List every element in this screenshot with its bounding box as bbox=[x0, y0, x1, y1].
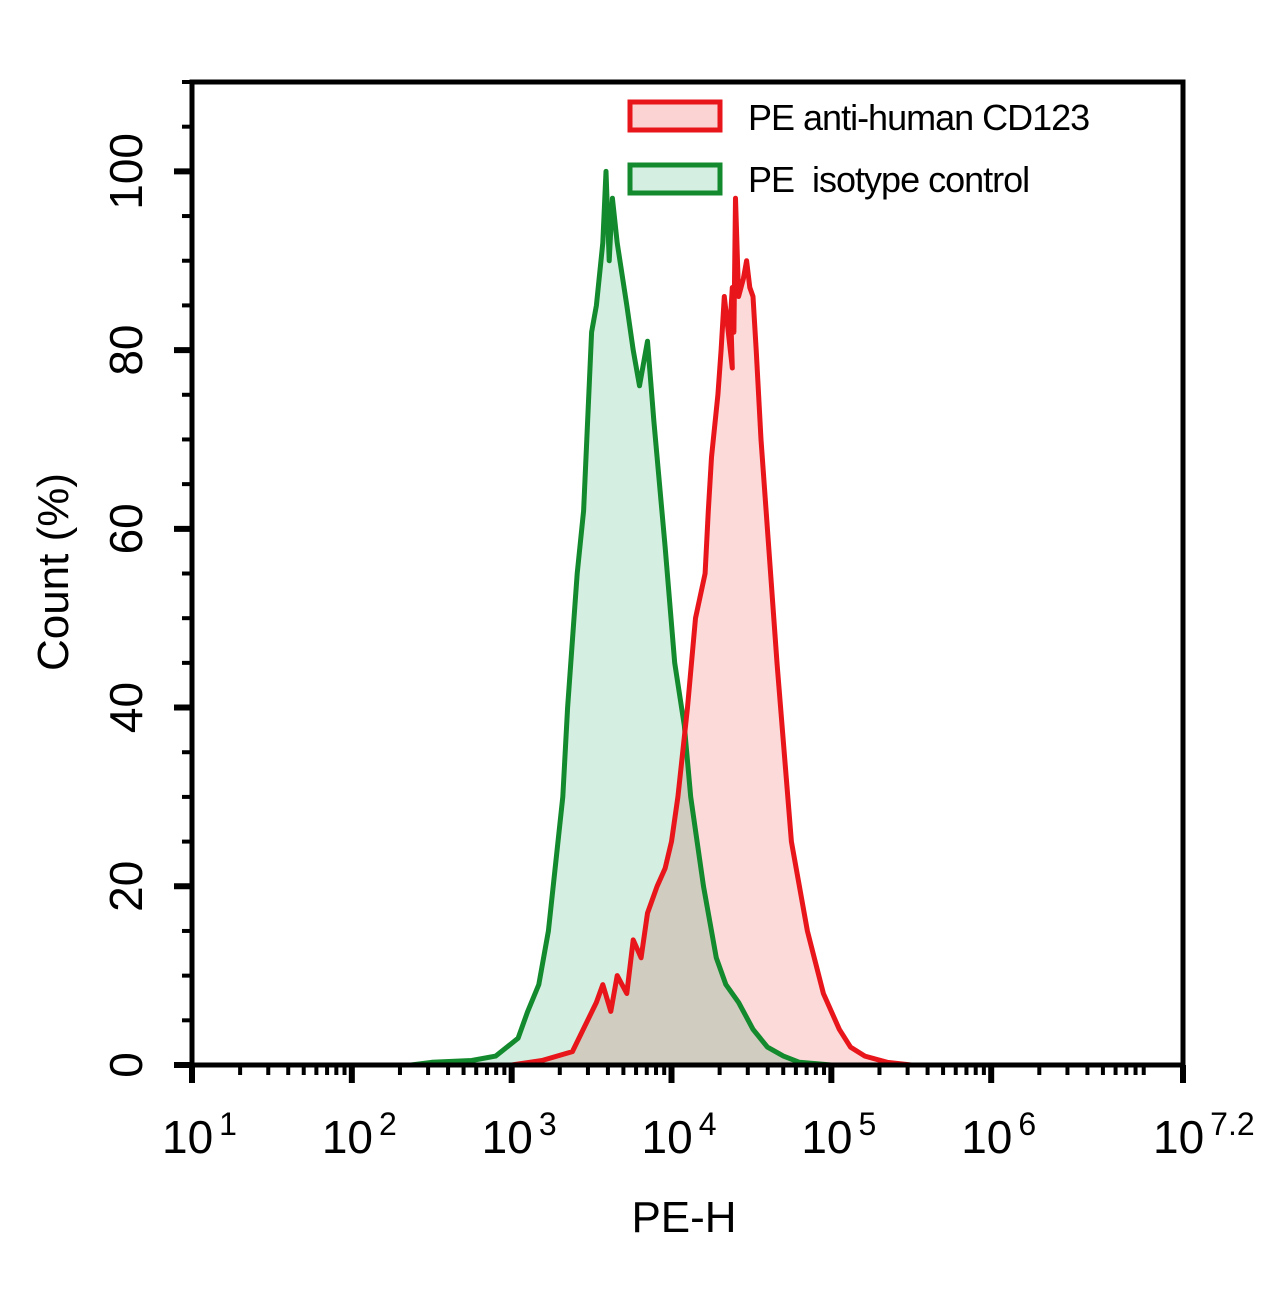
x-tick-label: 10 6 bbox=[961, 1106, 1036, 1163]
x-tick-label: 10 4 bbox=[642, 1106, 717, 1163]
y-tick-label: 40 bbox=[100, 682, 152, 733]
legend-label-cd123: PE anti-human CD123 bbox=[748, 97, 1089, 138]
legend-swatch-isotype bbox=[627, 162, 723, 196]
y-tick-label: 60 bbox=[100, 503, 152, 554]
y-tick-label: 80 bbox=[100, 325, 152, 376]
legend: PE anti-human CD123 PE isotype control bbox=[627, 97, 1090, 200]
x-tick-label: 10 1 bbox=[162, 1106, 237, 1163]
legend-swatch-cd123 bbox=[627, 99, 723, 133]
series-fill-cd123 bbox=[511, 198, 912, 1065]
x-axis: 10 1 10 2 10 3 10 4 10 5 10 6 10 7.2 bbox=[162, 1065, 1255, 1163]
series-line-cd123 bbox=[511, 195, 912, 1068]
y-axis-title: Count (%) bbox=[29, 473, 78, 671]
legend-item-cd123: PE anti-human CD123 bbox=[627, 97, 1090, 138]
y-tick-label: 100 bbox=[100, 133, 152, 210]
y-tick-label: 20 bbox=[100, 861, 152, 912]
series-layer bbox=[410, 168, 912, 1068]
x-axis-title: PE-H bbox=[631, 1193, 736, 1242]
x-tick-label: 10 7.2 bbox=[1153, 1106, 1255, 1163]
series-fill-isotype bbox=[411, 171, 832, 1065]
y-axis: 0 20 40 60 80 100 bbox=[100, 80, 192, 1078]
x-tick-label: 10 3 bbox=[482, 1106, 557, 1163]
x-tick-label: 10 2 bbox=[322, 1106, 397, 1163]
series-line-isotype bbox=[410, 168, 832, 1068]
x-tick-label: 10 5 bbox=[801, 1106, 876, 1163]
y-tick-label: 0 bbox=[100, 1052, 152, 1078]
legend-item-isotype: PE isotype control bbox=[627, 159, 1030, 200]
legend-label-isotype: PE isotype control bbox=[748, 159, 1029, 200]
